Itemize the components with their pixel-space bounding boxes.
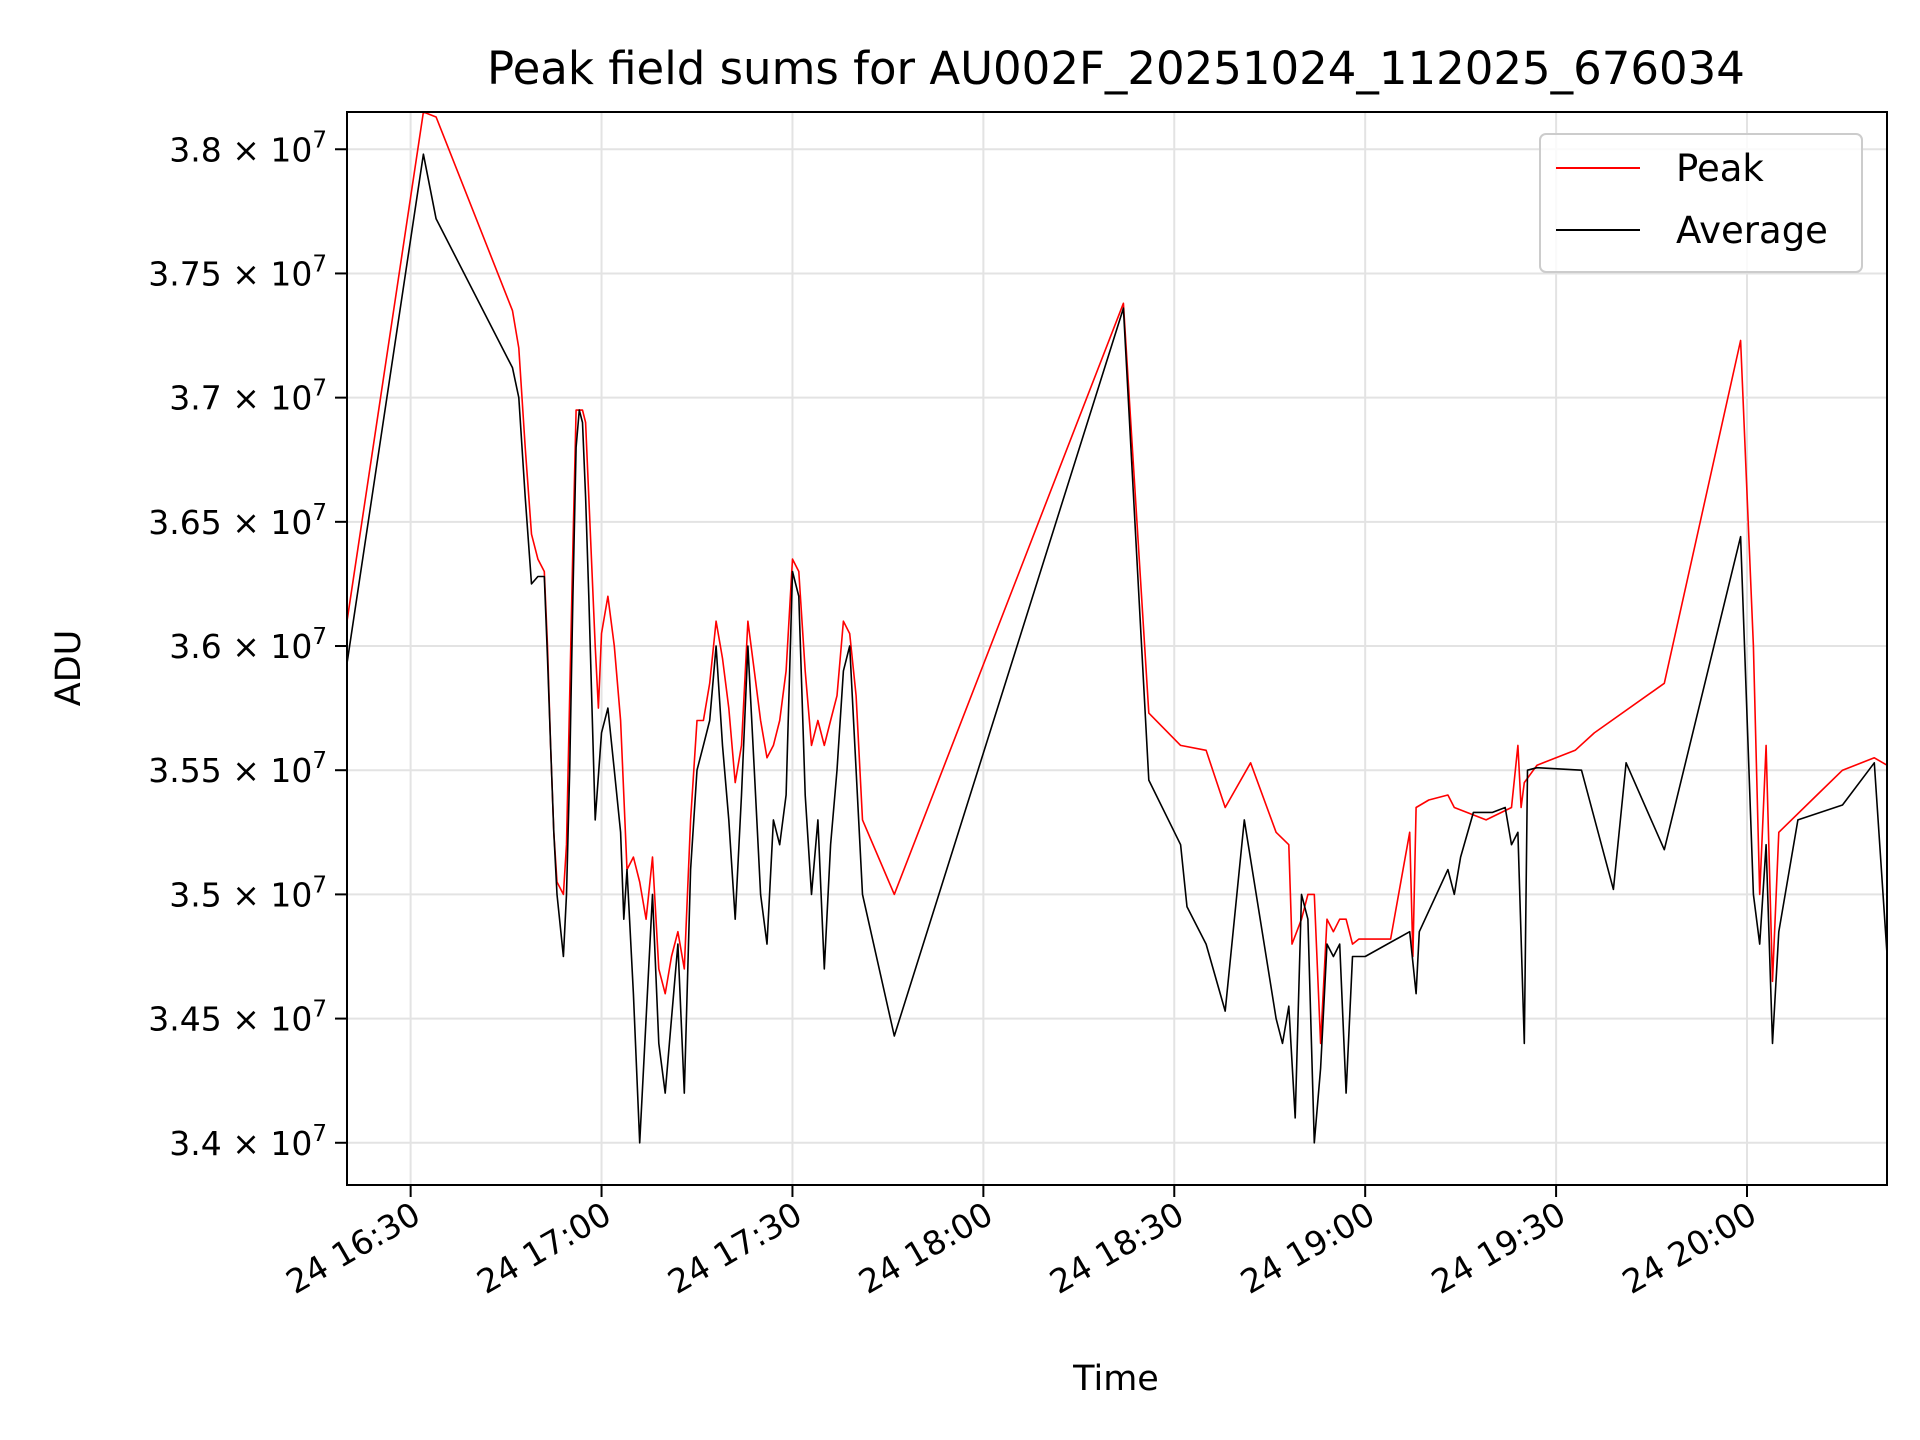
grid-lines [347, 112, 1887, 1185]
chart-title: Peak field sums for AU002F_20251024_1120… [487, 42, 1745, 95]
x-tick-label: 24 19:00 [1234, 1194, 1381, 1302]
y-axis-label: ADU [49, 630, 89, 707]
y-tick-label: 3.5 × 107 [169, 872, 327, 914]
x-tick-label: 24 18:30 [1043, 1194, 1190, 1302]
y-tick-label: 3.7 × 107 [169, 376, 327, 418]
series-line-peak [347, 112, 1887, 1045]
y-axis-ticks: 3.4 × 107 3.45 × 107 3.5 × 107 3.55 × 107 3.… [148, 127, 347, 1163]
x-tick-label: 24 17:30 [661, 1194, 808, 1302]
x-axis-ticks: 24 16:30 24 17:00 24 17:30 24 18:00 24 18:30… [279, 1185, 1763, 1302]
x-tick-label: 24 19:30 [1425, 1194, 1572, 1302]
y-tick-label: 3.45 × 107 [148, 997, 327, 1039]
series-line-average [347, 153, 1887, 1144]
x-tick-label: 24 20:00 [1616, 1194, 1763, 1302]
legend: Peak Average [1539, 133, 1863, 273]
plot-area-frame [346, 111, 1888, 1186]
legend-label-peak: Peak [1676, 147, 1764, 190]
y-tick-label: 3.6 × 107 [169, 624, 327, 666]
x-tick-label: 24 16:30 [279, 1194, 426, 1302]
y-tick-label: 3.55 × 107 [148, 748, 327, 790]
x-tick-label: 24 18:00 [852, 1194, 999, 1302]
y-tick-label: 3.75 × 107 [148, 251, 327, 293]
x-axis-label: Time [1072, 1359, 1159, 1399]
y-tick-label: 3.65 × 107 [148, 500, 327, 542]
series-layer [347, 112, 1887, 1144]
y-tick-label: 3.4 × 107 [169, 1121, 327, 1163]
x-tick-label: 24 17:00 [470, 1194, 617, 1302]
y-tick-label: 3.8 × 107 [169, 127, 327, 169]
legend-label-average: Average [1676, 209, 1828, 252]
